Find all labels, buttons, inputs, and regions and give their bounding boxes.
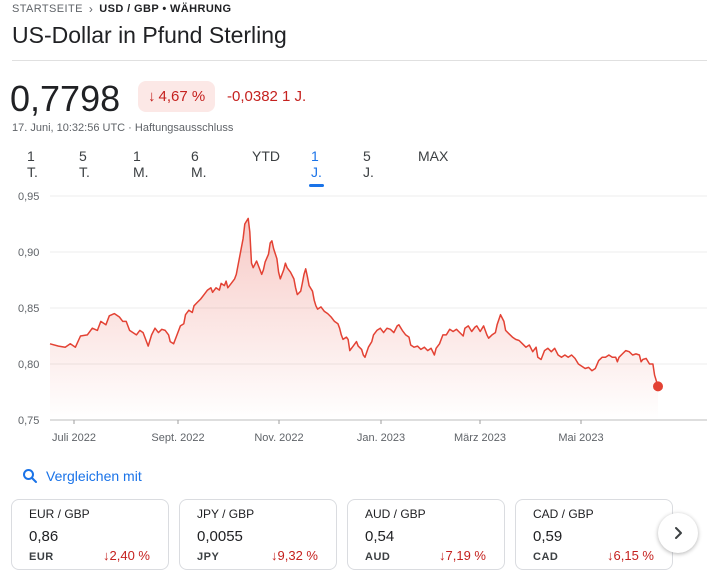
arrow-down-icon: ↓ [271, 548, 278, 563]
arrow-down-icon: ↓ [148, 88, 156, 105]
tab-5-days[interactable]: 5 T. [79, 148, 90, 180]
card-value: 0,0055 [197, 528, 243, 545]
x-tick-label: Jan. 2023 [357, 432, 405, 444]
compare-label: Vergleichen mit [46, 468, 142, 484]
tab-max[interactable]: MAX [418, 148, 449, 164]
x-tick-label: März 2023 [454, 432, 506, 444]
arrow-down-icon: ↓ [103, 548, 110, 563]
card-currency: EUR [29, 551, 54, 563]
y-tick-label: 0,95 [18, 191, 39, 203]
card-change: ↓7,19 % [439, 548, 486, 563]
change-percent-badge: ↓ 4,67 % [138, 81, 216, 112]
card-pair: AUD / GBP [365, 507, 426, 521]
y-tick-label: 0,90 [18, 247, 39, 259]
tab-1-month[interactable]: 1 M. [133, 148, 149, 180]
breadcrumb: STARTSEITE › USD / GBP • WÄHRUNG [12, 2, 232, 16]
tab-ytd[interactable]: YTD [252, 148, 280, 164]
compare-card-aud[interactable]: AUD / GBP 0,54 AUD ↓7,19 % [347, 499, 505, 570]
x-tick-label: Mai 2023 [558, 432, 603, 444]
breadcrumb-current: USD / GBP • WÄHRUNG [99, 3, 232, 15]
tab-5-years[interactable]: 5 J. [363, 148, 374, 180]
compare-with-button[interactable]: Vergleichen mit [22, 468, 142, 484]
price-area [50, 218, 658, 420]
card-change-value: 6,15 % [613, 548, 654, 563]
timestamp-disclaimer[interactable]: 17. Juni, 10:32:56 UTC · Haftungsausschl… [12, 122, 234, 134]
x-tick-label: Juli 2022 [52, 432, 96, 444]
card-change-value: 7,19 % [445, 548, 486, 563]
card-pair: EUR / GBP [29, 507, 90, 521]
chevron-right-icon: › [88, 2, 94, 16]
y-tick-label: 0,85 [18, 303, 39, 315]
compare-card-jpy[interactable]: JPY / GBP 0,0055 JPY ↓9,32 % [179, 499, 337, 570]
change-percent: 4,67 % [158, 88, 206, 105]
card-currency: AUD [365, 551, 391, 563]
compare-card-eur[interactable]: EUR / GBP 0,86 EUR ↓2,40 % [11, 499, 169, 570]
price-line [49, 217, 659, 387]
y-tick-label: 0,75 [18, 415, 39, 427]
x-tick-label: Sept. 2022 [151, 432, 204, 444]
compare-card-cad[interactable]: CAD / GBP 0,59 CAD ↓6,15 % [515, 499, 673, 570]
card-currency: CAD [533, 551, 559, 563]
arrow-down-icon: ↓ [439, 548, 446, 563]
next-cards-button[interactable] [658, 513, 698, 553]
y-tick-label: 0,80 [18, 359, 39, 371]
tab-6-months[interactable]: 6 M. [191, 148, 207, 180]
card-change: ↓9,32 % [271, 548, 318, 563]
page-title: US-Dollar in Pfund Sterling [12, 22, 287, 48]
search-icon [23, 469, 37, 483]
card-change: ↓6,15 % [607, 548, 654, 563]
card-value: 0,54 [365, 528, 395, 545]
arrow-down-icon: ↓ [607, 548, 614, 563]
current-price-dot [653, 381, 663, 392]
change-absolute: -0,0382 1 J. [227, 88, 307, 105]
chevron-right-icon [675, 527, 682, 539]
card-change: ↓2,40 % [103, 548, 150, 563]
card-change-value: 9,32 % [277, 548, 318, 563]
tab-1-year[interactable]: 1 J. [309, 148, 324, 187]
card-pair: JPY / GBP [197, 507, 255, 521]
card-currency: JPY [197, 551, 220, 563]
card-change-value: 2,40 % [109, 548, 150, 563]
breadcrumb-home-link[interactable]: STARTSEITE [12, 3, 83, 15]
card-pair: CAD / GBP [533, 507, 594, 521]
tab-1-day[interactable]: 1 T. [27, 148, 38, 180]
divider [12, 60, 707, 61]
x-tick-label: Nov. 2022 [254, 432, 303, 444]
card-value: 0,86 [29, 528, 59, 545]
card-value: 0,59 [533, 528, 563, 545]
current-price: 0,7798 [10, 78, 121, 119]
price-chart[interactable]: 0,95 0,90 0,85 0,80 0,75 Juli 2022 Sept. 2022… [0, 182, 707, 452]
